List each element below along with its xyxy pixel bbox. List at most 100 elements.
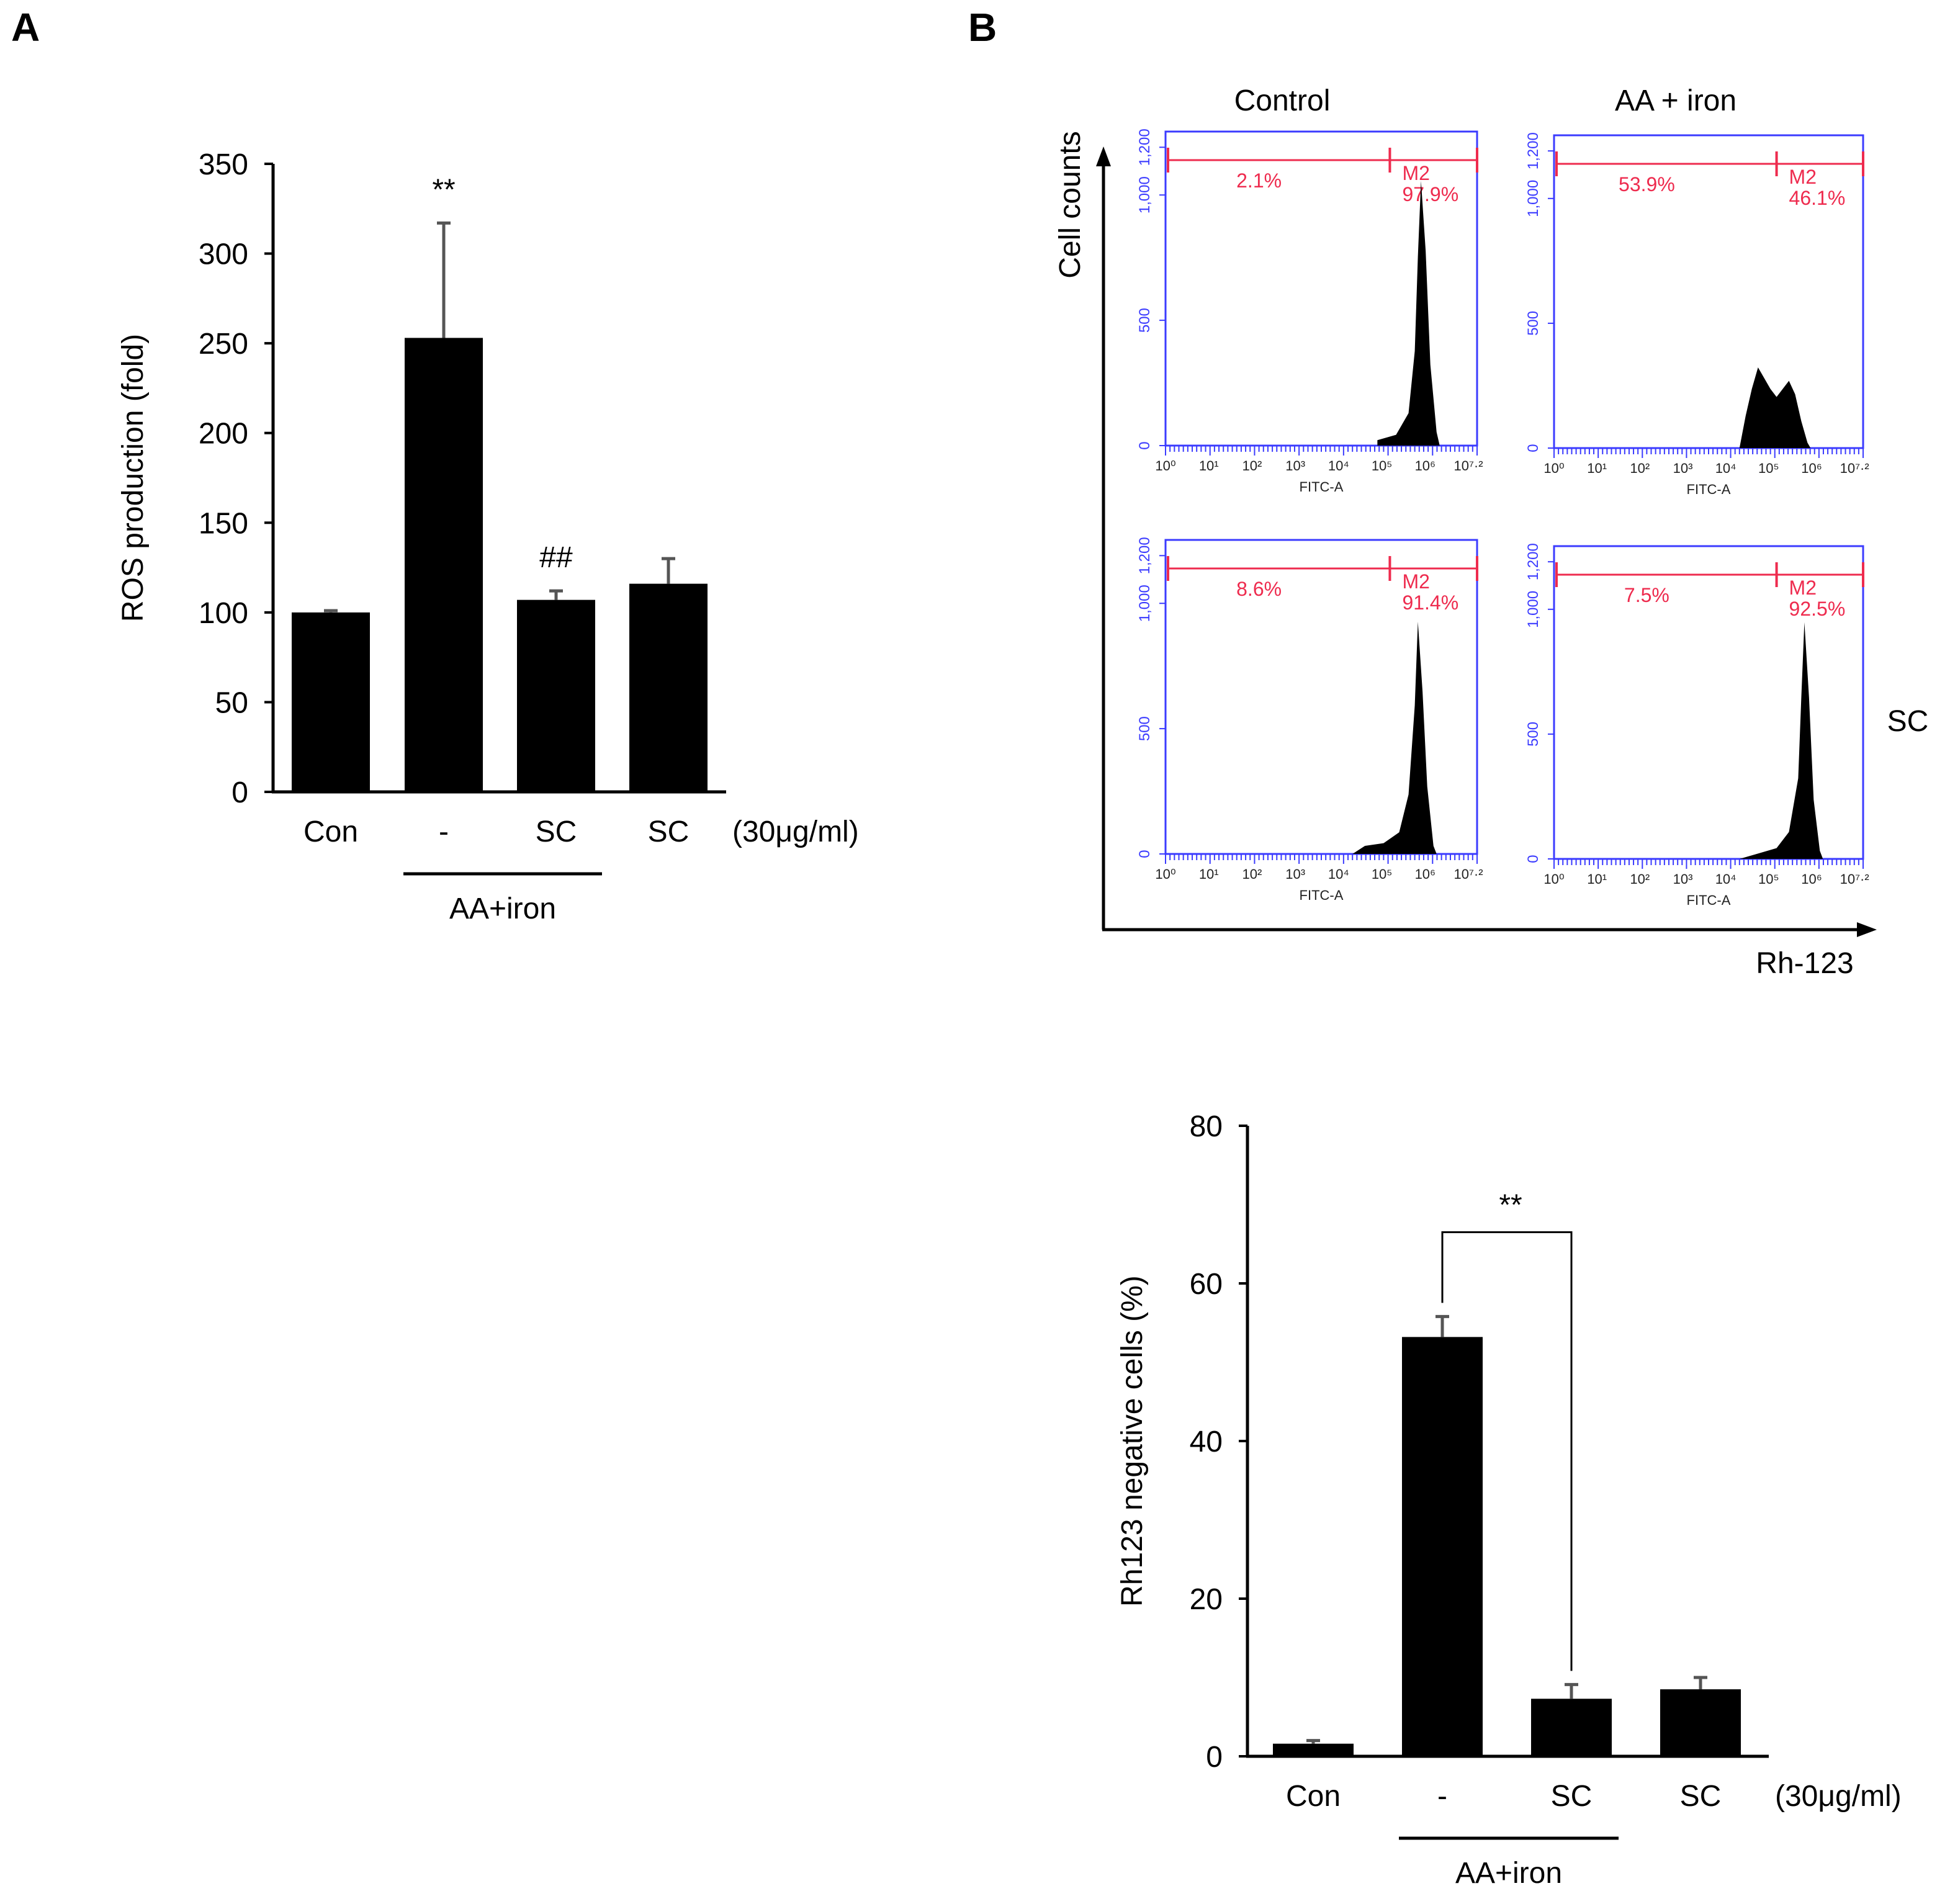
col-label-aa-iron: AA + iron <box>1615 84 1737 117</box>
histogram-peak-1 <box>1739 367 1811 448</box>
x-tick-label-3-4: 10⁴ <box>1715 871 1737 887</box>
bracket-label: ** <box>1499 1188 1522 1221</box>
gate-right-pct-3: 92.5% <box>1789 598 1846 620</box>
group-label: AA+iron <box>1455 1857 1562 1890</box>
y-tick-label-3-3: 1,200 <box>1525 543 1542 580</box>
row-label-sc: SC <box>1887 705 1929 738</box>
y-tick-label-2-3: 1,200 <box>1136 537 1153 574</box>
y-tick-label-1: 20 <box>1190 1583 1223 1616</box>
gate-left-pct-0: 2.1% <box>1236 169 1282 192</box>
cell-count-arrow <box>1096 146 1111 166</box>
y-tick-label-0-3: 1,200 <box>1136 128 1153 166</box>
y-tick-label-1-1: 500 <box>1525 311 1542 336</box>
flow-cytometry-panel: Cell counts Rh-123 Control AA + iron SC 10⁰ 10… <box>1054 84 1928 980</box>
y-tick-label-0: 0 <box>231 776 248 809</box>
x-tick-label-0-5: 10⁵ <box>1372 458 1393 474</box>
x-tick-label-1-2: 10² <box>1630 460 1650 476</box>
significance-label-2: ## <box>539 541 573 574</box>
x-tick-label-2-6: 10⁶ <box>1415 866 1436 882</box>
x-tick-label-2-5: 10⁵ <box>1372 866 1393 882</box>
ros-bar-chart: 0 50 100 150 200 250 300 350 ROS production (fol… <box>117 148 859 925</box>
bar-2 <box>517 599 595 792</box>
gate-right-pct-0: 97.9% <box>1402 183 1458 205</box>
x-tick-label-3-0: 10⁰ <box>1543 871 1564 887</box>
y-tick-label-2: 40 <box>1190 1426 1223 1458</box>
cell-counts-title: Cell counts <box>1054 131 1087 278</box>
gate-left-pct-1: 53.9% <box>1619 173 1675 195</box>
y-tick-label-3-0: 0 <box>1525 855 1542 863</box>
unit-label: (30μg/ml) <box>1775 1780 1902 1813</box>
x-tick-label-0-6: 10⁶ <box>1415 458 1436 474</box>
x-tick-label-2-4: 10⁴ <box>1328 866 1349 882</box>
x-tick-label-3-2: 10² <box>1630 871 1650 887</box>
x-tick-label-3-5: 10⁵ <box>1758 871 1779 887</box>
x-tick-label-0-4: 10⁴ <box>1328 458 1349 474</box>
x-tick-label-1-6: 10⁶ <box>1801 460 1822 476</box>
x-tick-label-3-1: 10¹ <box>1587 871 1607 887</box>
category-label-1: - <box>439 815 449 848</box>
x-tick-label-1-7: 10⁷·² <box>1840 460 1869 476</box>
histogram-frame-1 <box>1553 134 1864 449</box>
y-tick-label-0-0: 0 <box>1136 441 1153 449</box>
x-tick-label-0-0: 10⁰ <box>1155 458 1175 474</box>
x-tick-label-3-6: 10⁶ <box>1801 871 1822 887</box>
histogram-peak-3 <box>1739 622 1823 859</box>
y-tick-label-4: 200 <box>199 418 248 451</box>
histogram-frame-3 <box>1553 545 1864 860</box>
x-tick-label-1-1: 10¹ <box>1587 460 1607 476</box>
rh123-arrow <box>1857 922 1877 937</box>
x-tick-label-1-3: 10³ <box>1673 460 1693 476</box>
y-tick-label-3-1: 500 <box>1525 722 1542 747</box>
bar-1 <box>405 338 483 792</box>
y-tick-label-0: 0 <box>1206 1741 1223 1774</box>
category-label-1: - <box>1437 1780 1447 1813</box>
unit-label: (30μg/ml) <box>732 815 859 848</box>
y-tick-label-2-2: 1,000 <box>1136 585 1153 622</box>
x-tick-label-0-1: 10¹ <box>1199 458 1219 474</box>
gate-left-pct-3: 7.5% <box>1624 584 1669 606</box>
x-tick-label-2-7: 10⁷·² <box>1454 866 1483 882</box>
y-tick-label-2-1: 500 <box>1136 716 1153 741</box>
rh123-title: Rh-123 <box>1756 947 1853 980</box>
x-tick-label-0-2: 10² <box>1242 458 1262 474</box>
bar-0 <box>1273 1743 1354 1756</box>
x-tick-label-2-2: 10² <box>1242 866 1262 882</box>
panel-a-letter: A <box>11 5 40 50</box>
x-axis-label-1: FITC-A <box>1687 482 1731 497</box>
bar-3 <box>629 583 708 792</box>
gate-name-1: M2 <box>1789 166 1817 188</box>
y-tick-label-0-2: 1,000 <box>1136 176 1153 213</box>
x-tick-label-0-7: 10⁷·² <box>1454 458 1483 474</box>
x-tick-label-3-3: 10³ <box>1673 871 1693 887</box>
category-label-2: SC <box>1551 1780 1593 1813</box>
significance-bracket <box>1441 1231 1573 1671</box>
y-tick-label-1: 50 <box>215 686 248 719</box>
x-tick-label-2-0: 10⁰ <box>1155 866 1175 882</box>
bar-0 <box>292 612 370 792</box>
significance-label-1: ** <box>432 173 455 206</box>
x-tick-label-3-7: 10⁷·² <box>1840 871 1869 887</box>
y-tick-label-4: 80 <box>1190 1110 1223 1143</box>
gate-name-2: M2 <box>1402 570 1429 593</box>
gate-name-3: M2 <box>1789 577 1817 599</box>
y-tick-label-0-1: 500 <box>1136 308 1153 333</box>
y-tick-label-2: 100 <box>199 597 248 630</box>
gate-left-pct-2: 8.6% <box>1236 578 1282 600</box>
category-label-0: Con <box>303 815 358 848</box>
y-tick-label-1-2: 1,000 <box>1525 180 1542 217</box>
y-tick-label-7: 350 <box>199 148 248 181</box>
y-tick-label-1-0: 0 <box>1525 444 1542 452</box>
x-tick-label-1-4: 10⁴ <box>1715 460 1737 476</box>
x-tick-label-0-3: 10³ <box>1285 458 1305 474</box>
y-tick-label-3: 150 <box>199 507 248 540</box>
x-axis-label-0: FITC-A <box>1300 479 1344 495</box>
category-label-0: Con <box>1286 1780 1341 1813</box>
y-tick-label-3-2: 1,000 <box>1525 591 1542 628</box>
group-label: AA+iron <box>449 892 556 925</box>
category-label-3: SC <box>1680 1780 1722 1813</box>
y-tick-label-3: 60 <box>1190 1268 1223 1301</box>
x-tick-label-1-5: 10⁵ <box>1758 460 1779 476</box>
bar-3 <box>1660 1689 1741 1756</box>
y-tick-label-6: 300 <box>199 238 248 271</box>
